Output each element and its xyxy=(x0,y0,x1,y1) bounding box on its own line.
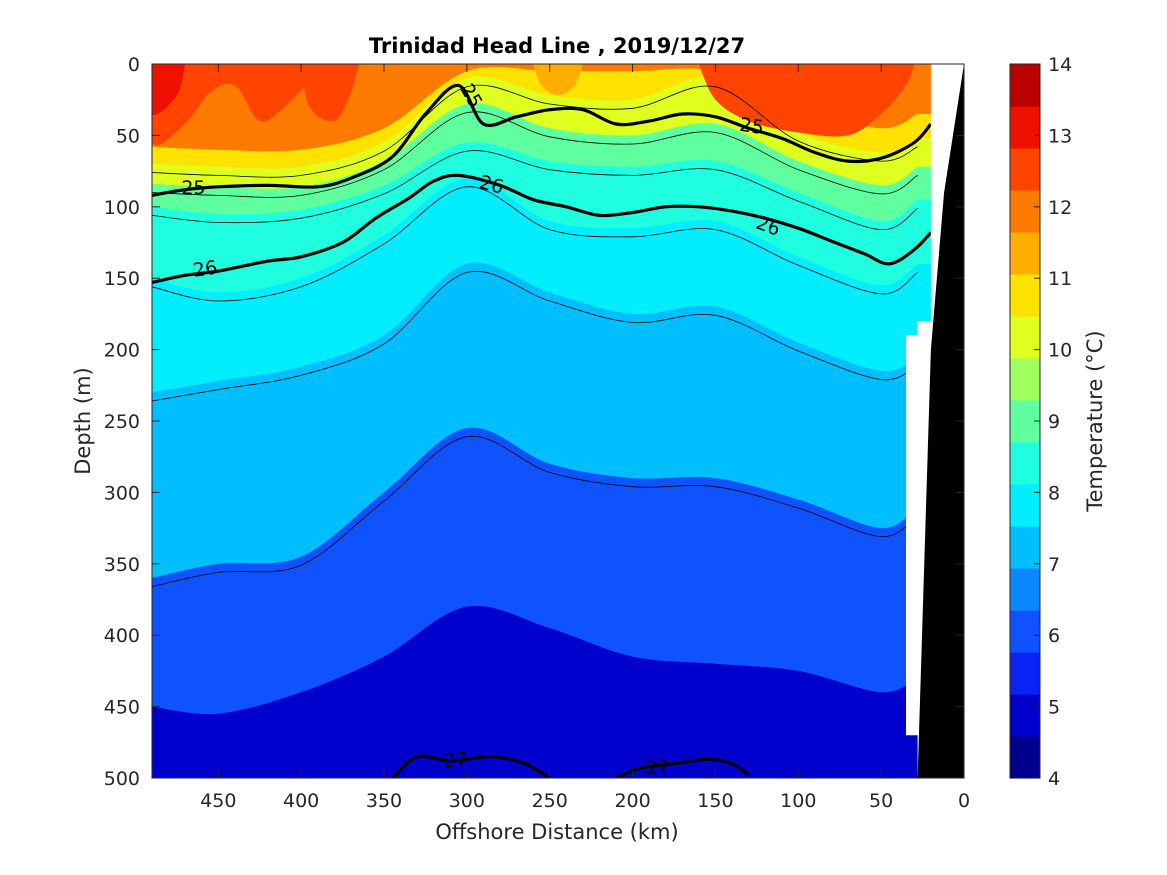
x-tick-label: 50 xyxy=(869,790,893,812)
colorbar-tick-label: 5 xyxy=(1048,697,1060,719)
colorbar-tick-label: 9 xyxy=(1048,411,1060,433)
x-tick-label: 450 xyxy=(200,790,236,812)
y-tick-label: 500 xyxy=(104,768,140,790)
x-tick-label: 350 xyxy=(366,790,402,812)
y-tick-label: 450 xyxy=(104,697,140,719)
thin-contour-7 xyxy=(152,270,918,402)
colorbar-swatch xyxy=(1010,232,1040,275)
colorbar-swatch xyxy=(1010,652,1040,695)
density-contour-lines xyxy=(152,83,933,778)
contour-label-27: 27 xyxy=(645,756,671,780)
contour-line-25-0 xyxy=(152,83,933,197)
colorbar-swatch xyxy=(1010,484,1040,527)
contour-line-26-1 xyxy=(152,173,933,285)
colorbar-tick-label: 14 xyxy=(1048,54,1072,76)
colorbar-tick-label: 11 xyxy=(1048,268,1072,290)
colorbar-tick-label: 4 xyxy=(1048,768,1060,790)
contour-line-27-2 xyxy=(391,754,551,778)
y-tick-label: 50 xyxy=(116,125,140,147)
y-tick-label: 200 xyxy=(104,340,140,362)
thin-contour-8 xyxy=(152,186,918,302)
y-tick-label: 0 xyxy=(128,54,140,76)
thin-contour-9 xyxy=(152,150,918,231)
colorbar-swatch xyxy=(1010,148,1040,191)
x-tick-label: 100 xyxy=(780,790,816,812)
colorbar-swatch xyxy=(1010,190,1040,233)
colorbar-swatch xyxy=(1010,106,1040,149)
colorbar-label: Temperature (°C) xyxy=(1083,330,1107,512)
seafloor-shape xyxy=(917,64,964,778)
colorbar-swatch xyxy=(1010,274,1040,317)
colorbar-swatch xyxy=(1010,526,1040,569)
x-axis: 450 400 350 300 250 200 150 100 50 0 xyxy=(200,64,970,812)
colorbar-swatch xyxy=(1010,316,1040,359)
y-tick-label: 350 xyxy=(104,554,140,576)
x-tick-label: 300 xyxy=(449,790,485,812)
colorbar-swatch xyxy=(1010,64,1040,107)
plot-area xyxy=(152,64,964,778)
colorbar-tick-label: 12 xyxy=(1048,197,1072,219)
x-tick-label: 0 xyxy=(958,790,970,812)
contour-label-27: 27 xyxy=(442,748,468,772)
contour-label-26: 26 xyxy=(192,257,219,282)
colorbar-swatch xyxy=(1010,694,1040,737)
colorbar-swatch xyxy=(1010,442,1040,485)
thin-contour-10 xyxy=(152,111,918,198)
colorbar-swatch xyxy=(1010,610,1040,653)
colorbar-swatch xyxy=(1010,568,1040,611)
y-tick-label: 400 xyxy=(104,625,140,647)
thin-contour-11 xyxy=(152,84,918,178)
y-tick-label: 150 xyxy=(104,268,140,290)
x-tick-label: 400 xyxy=(283,790,319,812)
colorbar-tick-label: 6 xyxy=(1048,625,1060,647)
seafloor-mask xyxy=(906,64,964,778)
x-tick-label: 200 xyxy=(614,790,650,812)
colorbar-tick-label: 8 xyxy=(1048,482,1060,504)
x-axis-label: Offshore Distance (km) xyxy=(435,820,678,844)
y-tick-label: 100 xyxy=(104,197,140,219)
colorbar-swatch xyxy=(1010,736,1040,779)
contour-line-27-3 xyxy=(615,757,750,778)
y-axis: 0 50 100 150 200 250 300 350 400 450 500 xyxy=(104,54,964,790)
temperature-bands xyxy=(152,64,964,778)
warm-patch-3 xyxy=(698,64,915,137)
warm-patch-0 xyxy=(152,64,326,145)
contour-label-25: 25 xyxy=(181,177,205,199)
x-tick-label: 250 xyxy=(532,790,568,812)
colorbar-tick-label: 10 xyxy=(1048,340,1072,362)
y-axis-label: Depth (m) xyxy=(71,367,95,474)
contour-label-25: 25 xyxy=(738,114,765,139)
minor-contour-lines xyxy=(152,84,918,587)
x-tick-label: 150 xyxy=(697,790,733,812)
thin-contour-6 xyxy=(152,435,918,587)
colorbar-swatch xyxy=(1010,358,1040,401)
colorbar-tick-label: 13 xyxy=(1048,125,1072,147)
warm-patch-2 xyxy=(152,64,186,116)
warm-patch-1 xyxy=(301,64,360,122)
y-tick-label: 250 xyxy=(104,411,140,433)
chart-title: Trinidad Head Line , 2019/12/27 xyxy=(369,34,745,58)
y-tick-label: 300 xyxy=(104,482,140,504)
colorbar: 4 5 6 7 8 9 10 11 12 13 14 xyxy=(1009,54,1072,790)
colorbar-tick-label: 7 xyxy=(1048,554,1060,576)
warm-patch-4 xyxy=(533,64,583,96)
